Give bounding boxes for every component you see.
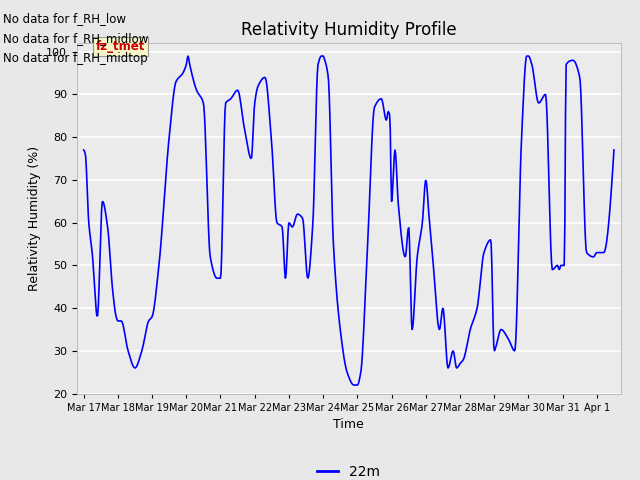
Y-axis label: Relativity Humidity (%): Relativity Humidity (%)	[28, 146, 40, 291]
X-axis label: Time: Time	[333, 418, 364, 431]
Text: fz_tmet: fz_tmet	[95, 40, 145, 53]
Text: No data for f_RH_midlow: No data for f_RH_midlow	[3, 32, 148, 45]
Title: Relativity Humidity Profile: Relativity Humidity Profile	[241, 21, 456, 39]
Legend: 22m: 22m	[312, 460, 386, 480]
Text: No data for f_RH_midtop: No data for f_RH_midtop	[3, 52, 148, 65]
Text: No data for f_RH_low: No data for f_RH_low	[3, 12, 126, 25]
